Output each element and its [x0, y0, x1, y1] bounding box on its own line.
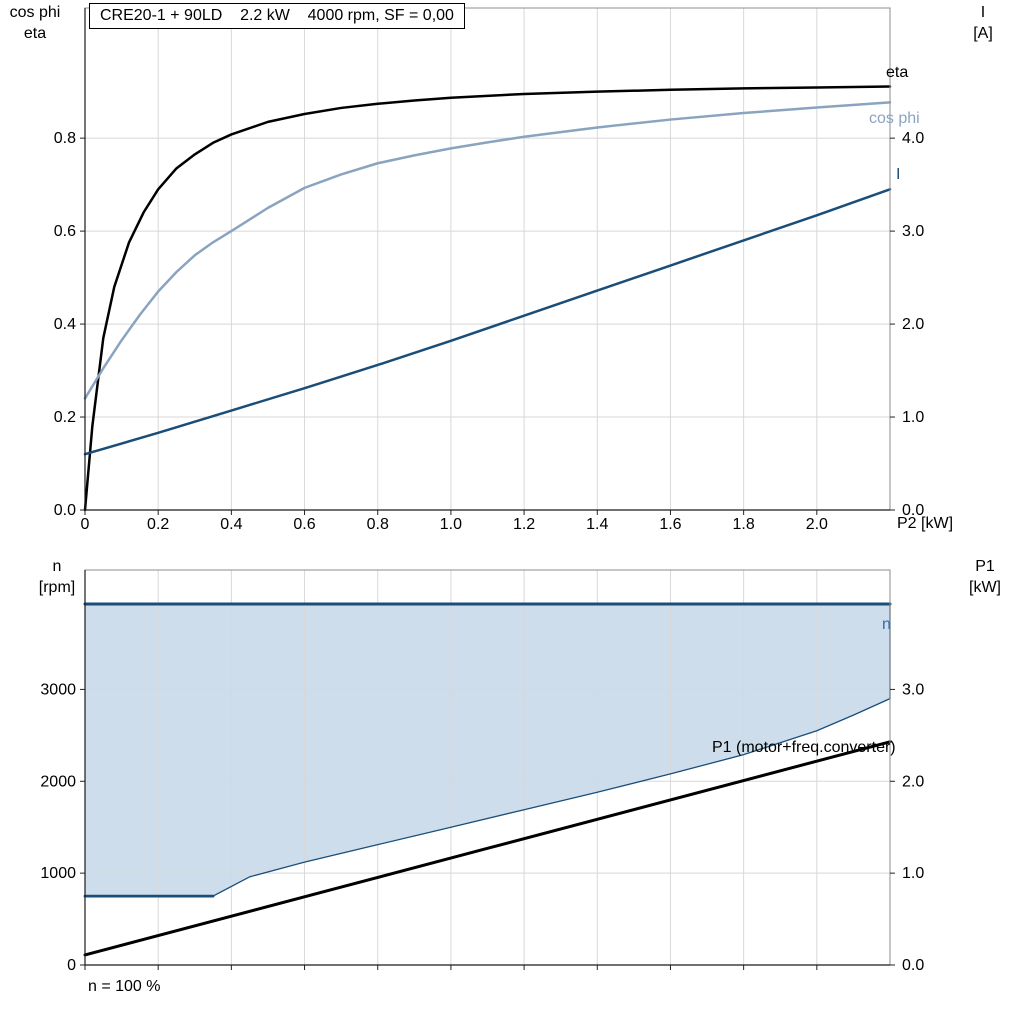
axis-title-p1-label: P1 [975, 558, 995, 575]
x-tick-label: 0.8 [367, 516, 389, 533]
cos-phi-curve [83, 101, 892, 400]
y-left-tick-label: 0.6 [54, 223, 76, 240]
y-left-tick-label: 3000 [40, 681, 76, 698]
y-left-tick-label: 2000 [40, 773, 76, 790]
axis-title-n: n [52, 558, 62, 575]
axis-title-cosphi: cos phi [9, 4, 61, 21]
top-chart: 0 0.2 0.4 0.6 0.8 1.0 1.2 1.4 1.6 1.8 2.0 0.0 0.2 0.4… [54, 7, 953, 533]
y-left-tick-label: 0.4 [54, 316, 76, 333]
x-tick-label: 1.2 [513, 516, 535, 533]
y-right-tick-label: 2.0 [902, 773, 924, 790]
annotation-p1-motor-freq-converter: P1 (motor+freq.converter) [712, 739, 896, 756]
axis-title-i: I [980, 4, 986, 21]
i-curve [83, 188, 892, 456]
axis-title-current: I [A] [957, 2, 1009, 44]
eta-curve [83, 85, 892, 512]
annotation-cos-phi: cos phi [869, 110, 920, 127]
x-tick-label: 0.4 [220, 516, 242, 533]
speed-percentage-note: n = 100 % [88, 978, 161, 995]
x-tick-label: 0.2 [147, 516, 169, 533]
y-right-tick-label: 3.0 [902, 681, 924, 698]
x-tick-label: 0.6 [293, 516, 315, 533]
y-left-tick-label: 0.8 [54, 130, 76, 147]
x-tick-label: 1.8 [733, 516, 755, 533]
y-left-tick-label: 1000 [40, 865, 76, 882]
axis-title-p1-unit: [kW] [969, 579, 1001, 596]
y-right-tick-label: 0.0 [902, 502, 924, 519]
speed-range-area [85, 603, 890, 897]
axis-title-p1: P1 [kW] [959, 556, 1011, 598]
y-right-tick-label: 4.0 [902, 130, 924, 147]
axis-title-cosphi-eta: cos phi eta [4, 2, 66, 44]
y-left-tick-label: 0.0 [54, 502, 76, 519]
annotation-p2-kw: P2 [kW] [897, 515, 953, 532]
y-right-tick-label: 1.0 [902, 865, 924, 882]
x-tick-label: 1.4 [586, 516, 608, 533]
x-tick-label: 2.0 [806, 516, 828, 533]
y-left-tick-label: 0 [67, 957, 76, 974]
p1-motor-freq-converter-curve [83, 740, 892, 957]
axis-title-eta: eta [23, 25, 47, 42]
x-tick-label: 0 [81, 516, 90, 533]
bottom-chart: 0 1000 2000 3000 0.0 1.0 2.0 3.0 n P1 (motor+freq… [40, 569, 924, 974]
plot-border [84, 7, 891, 511]
y-right-tick-label: 2.0 [902, 316, 924, 333]
annotation-eta: eta [886, 64, 908, 81]
speed-range-boundary-line [85, 603, 891, 897]
x-tick-label: 1.0 [440, 516, 462, 533]
chart-title-box: CRE20-1 + 90LD 2.2 kW 4000 rpm, SF = 0,0… [89, 3, 465, 29]
annotation-i: I [896, 166, 900, 183]
annotation-n: n [882, 616, 891, 633]
y-right-tick-label: 1.0 [902, 409, 924, 426]
x-tick-label: 1.6 [659, 516, 681, 533]
axis-title-i-unit: [A] [973, 25, 993, 42]
y-right-tick-label: 0.0 [902, 957, 924, 974]
y-right-tick-label: 3.0 [902, 223, 924, 240]
y-left-tick-label: 0.2 [54, 409, 76, 426]
axis-title-n-unit: [rpm] [38, 579, 76, 596]
axis-title-speed: n [rpm] [28, 556, 86, 598]
